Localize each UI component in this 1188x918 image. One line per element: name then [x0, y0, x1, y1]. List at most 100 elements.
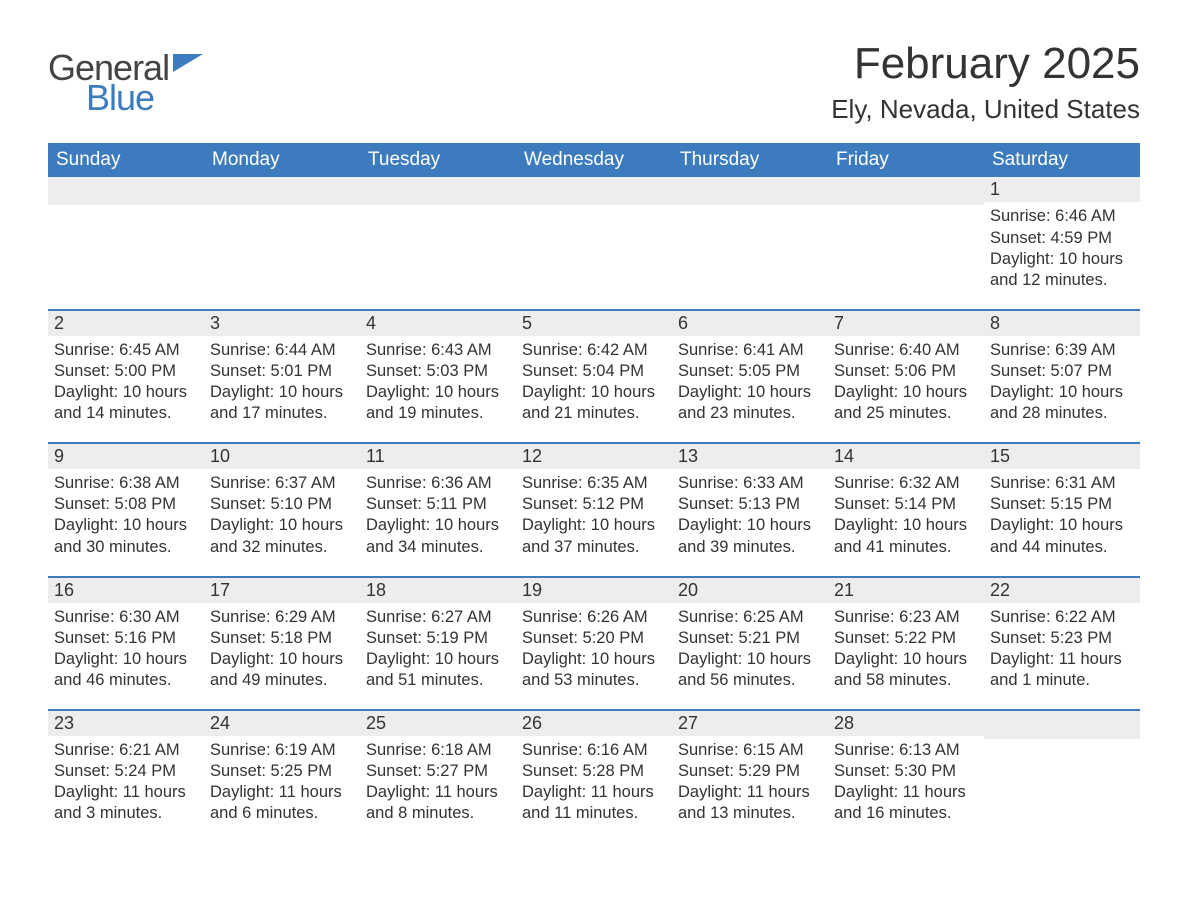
day-details: Sunrise: 6:37 AMSunset: 5:10 PMDaylight:… — [204, 469, 360, 557]
day-number: 18 — [360, 578, 516, 603]
sunrise-text: Sunrise: 6:23 AM — [834, 607, 978, 628]
daylight-text-cont: and 17 minutes. — [210, 403, 354, 424]
day-number: 14 — [828, 444, 984, 469]
daylight-text: Daylight: 11 hours — [210, 782, 354, 803]
sunset-text: Sunset: 5:05 PM — [678, 361, 822, 382]
daylight-text-cont: and 53 minutes. — [522, 670, 666, 691]
sunrise-text: Sunrise: 6:25 AM — [678, 607, 822, 628]
day-cell: 20Sunrise: 6:25 AMSunset: 5:21 PMDayligh… — [672, 578, 828, 709]
day-details: Sunrise: 6:42 AMSunset: 5:04 PMDaylight:… — [516, 336, 672, 424]
day-details: Sunrise: 6:44 AMSunset: 5:01 PMDaylight:… — [204, 336, 360, 424]
sunset-text: Sunset: 4:59 PM — [990, 228, 1134, 249]
day-number: 16 — [48, 578, 204, 603]
location-label: Ely, Nevada, United States — [831, 94, 1140, 125]
day-number — [48, 177, 204, 205]
day-number: 28 — [828, 711, 984, 736]
day-cell: 17Sunrise: 6:29 AMSunset: 5:18 PMDayligh… — [204, 578, 360, 709]
daylight-text-cont: and 58 minutes. — [834, 670, 978, 691]
day-cell: 4Sunrise: 6:43 AMSunset: 5:03 PMDaylight… — [360, 311, 516, 442]
day-details: Sunrise: 6:27 AMSunset: 5:19 PMDaylight:… — [360, 603, 516, 691]
sunrise-text: Sunrise: 6:27 AM — [366, 607, 510, 628]
day-cell: 9Sunrise: 6:38 AMSunset: 5:08 PMDaylight… — [48, 444, 204, 575]
day-number: 2 — [48, 311, 204, 336]
day-number: 8 — [984, 311, 1140, 336]
day-cell: 16Sunrise: 6:30 AMSunset: 5:16 PMDayligh… — [48, 578, 204, 709]
daylight-text-cont: and 39 minutes. — [678, 537, 822, 558]
day-cell — [984, 711, 1140, 842]
daylight-text: Daylight: 10 hours — [210, 515, 354, 536]
sunset-text: Sunset: 5:11 PM — [366, 494, 510, 515]
day-number: 4 — [360, 311, 516, 336]
sunset-text: Sunset: 5:03 PM — [366, 361, 510, 382]
day-details: Sunrise: 6:15 AMSunset: 5:29 PMDaylight:… — [672, 736, 828, 824]
day-number: 13 — [672, 444, 828, 469]
sunrise-text: Sunrise: 6:43 AM — [366, 340, 510, 361]
day-number: 22 — [984, 578, 1140, 603]
day-number: 25 — [360, 711, 516, 736]
dow-sunday: Sunday — [48, 143, 204, 177]
day-details: Sunrise: 6:22 AMSunset: 5:23 PMDaylight:… — [984, 603, 1140, 691]
sunset-text: Sunset: 5:24 PM — [54, 761, 198, 782]
sunset-text: Sunset: 5:00 PM — [54, 361, 198, 382]
day-details: Sunrise: 6:13 AMSunset: 5:30 PMDaylight:… — [828, 736, 984, 824]
sunset-text: Sunset: 5:20 PM — [522, 628, 666, 649]
weeks-container: 1Sunrise: 6:46 AMSunset: 4:59 PMDaylight… — [48, 177, 1140, 842]
day-cell — [828, 177, 984, 308]
sunrise-text: Sunrise: 6:40 AM — [834, 340, 978, 361]
daylight-text-cont: and 34 minutes. — [366, 537, 510, 558]
daylight-text: Daylight: 10 hours — [990, 249, 1134, 270]
day-number: 3 — [204, 311, 360, 336]
daylight-text: Daylight: 10 hours — [834, 649, 978, 670]
day-cell: 2Sunrise: 6:45 AMSunset: 5:00 PMDaylight… — [48, 311, 204, 442]
day-details: Sunrise: 6:32 AMSunset: 5:14 PMDaylight:… — [828, 469, 984, 557]
daylight-text: Daylight: 10 hours — [834, 382, 978, 403]
daylight-text-cont: and 16 minutes. — [834, 803, 978, 824]
week-row: 16Sunrise: 6:30 AMSunset: 5:16 PMDayligh… — [48, 576, 1140, 709]
sunrise-text: Sunrise: 6:15 AM — [678, 740, 822, 761]
week-row: 23Sunrise: 6:21 AMSunset: 5:24 PMDayligh… — [48, 709, 1140, 842]
daylight-text-cont: and 1 minute. — [990, 670, 1134, 691]
header: General Blue February 2025 Ely, Nevada, … — [48, 40, 1140, 125]
day-details: Sunrise: 6:21 AMSunset: 5:24 PMDaylight:… — [48, 736, 204, 824]
sunrise-text: Sunrise: 6:19 AM — [210, 740, 354, 761]
sunrise-text: Sunrise: 6:37 AM — [210, 473, 354, 494]
sunset-text: Sunset: 5:19 PM — [366, 628, 510, 649]
day-cell: 10Sunrise: 6:37 AMSunset: 5:10 PMDayligh… — [204, 444, 360, 575]
day-cell — [516, 177, 672, 308]
month-title: February 2025 — [831, 40, 1140, 88]
day-details: Sunrise: 6:36 AMSunset: 5:11 PMDaylight:… — [360, 469, 516, 557]
day-details: Sunrise: 6:46 AMSunset: 4:59 PMDaylight:… — [984, 202, 1140, 290]
day-cell: 26Sunrise: 6:16 AMSunset: 5:28 PMDayligh… — [516, 711, 672, 842]
sunset-text: Sunset: 5:16 PM — [54, 628, 198, 649]
daylight-text-cont: and 37 minutes. — [522, 537, 666, 558]
daylight-text-cont: and 51 minutes. — [366, 670, 510, 691]
day-cell: 15Sunrise: 6:31 AMSunset: 5:15 PMDayligh… — [984, 444, 1140, 575]
day-cell: 27Sunrise: 6:15 AMSunset: 5:29 PMDayligh… — [672, 711, 828, 842]
sunset-text: Sunset: 5:12 PM — [522, 494, 666, 515]
day-number: 23 — [48, 711, 204, 736]
day-details: Sunrise: 6:35 AMSunset: 5:12 PMDaylight:… — [516, 469, 672, 557]
sunset-text: Sunset: 5:18 PM — [210, 628, 354, 649]
day-details: Sunrise: 6:38 AMSunset: 5:08 PMDaylight:… — [48, 469, 204, 557]
daylight-text: Daylight: 10 hours — [522, 649, 666, 670]
day-number: 19 — [516, 578, 672, 603]
daylight-text-cont: and 25 minutes. — [834, 403, 978, 424]
day-details: Sunrise: 6:40 AMSunset: 5:06 PMDaylight:… — [828, 336, 984, 424]
day-number: 27 — [672, 711, 828, 736]
day-cell — [360, 177, 516, 308]
day-details: Sunrise: 6:45 AMSunset: 5:00 PMDaylight:… — [48, 336, 204, 424]
day-details: Sunrise: 6:31 AMSunset: 5:15 PMDaylight:… — [984, 469, 1140, 557]
daylight-text-cont: and 44 minutes. — [990, 537, 1134, 558]
title-block: February 2025 Ely, Nevada, United States — [831, 40, 1140, 125]
day-cell: 8Sunrise: 6:39 AMSunset: 5:07 PMDaylight… — [984, 311, 1140, 442]
calendar-page: General Blue February 2025 Ely, Nevada, … — [0, 0, 1188, 918]
sunset-text: Sunset: 5:25 PM — [210, 761, 354, 782]
day-cell: 6Sunrise: 6:41 AMSunset: 5:05 PMDaylight… — [672, 311, 828, 442]
day-cell: 22Sunrise: 6:22 AMSunset: 5:23 PMDayligh… — [984, 578, 1140, 709]
sunset-text: Sunset: 5:28 PM — [522, 761, 666, 782]
day-number: 10 — [204, 444, 360, 469]
day-number: 24 — [204, 711, 360, 736]
sunset-text: Sunset: 5:23 PM — [990, 628, 1134, 649]
day-details: Sunrise: 6:18 AMSunset: 5:27 PMDaylight:… — [360, 736, 516, 824]
day-number — [204, 177, 360, 205]
